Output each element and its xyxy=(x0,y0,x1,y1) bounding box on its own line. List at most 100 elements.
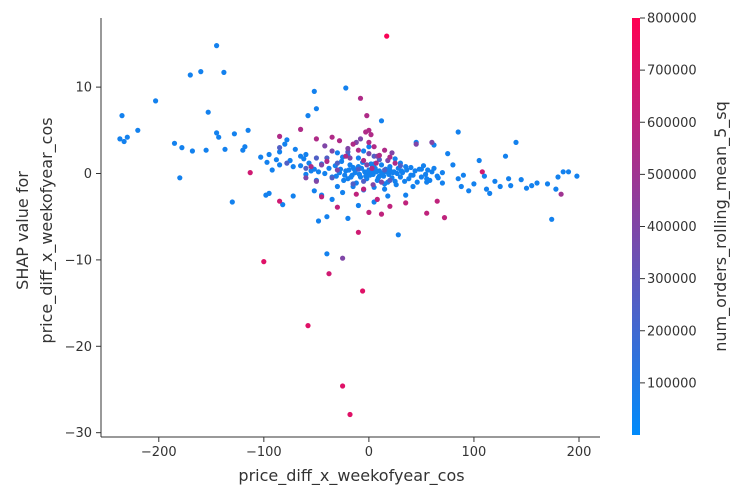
data-point xyxy=(378,179,385,185)
data-point xyxy=(439,180,445,186)
y-tick-label: 0 xyxy=(84,167,92,182)
data-point xyxy=(353,191,359,197)
data-point xyxy=(345,215,351,221)
data-point xyxy=(481,173,487,179)
data-point xyxy=(549,216,555,222)
data-point xyxy=(366,151,372,157)
data-point xyxy=(387,203,393,209)
data-point xyxy=(303,175,309,181)
data-point xyxy=(203,147,209,153)
data-point xyxy=(277,162,283,168)
data-point xyxy=(458,183,464,190)
data-point xyxy=(324,251,330,257)
data-point xyxy=(308,164,314,170)
data-point xyxy=(135,127,141,133)
colorbar-tick-label: 100000 xyxy=(647,376,697,391)
data-point xyxy=(363,173,369,179)
data-point xyxy=(329,175,335,181)
x-axis-title: price_diff_x_weekofyear_cos xyxy=(238,466,464,486)
data-point xyxy=(313,106,319,112)
data-point xyxy=(284,137,290,143)
data-point xyxy=(324,214,330,220)
data-point xyxy=(476,157,482,164)
data-point xyxy=(413,141,419,147)
data-point xyxy=(397,174,403,180)
data-point xyxy=(431,165,437,171)
data-point xyxy=(177,175,183,181)
data-point xyxy=(258,154,264,160)
data-point xyxy=(347,411,353,418)
colorbar-ticks: 100000 200000 300000 400000 500000 600000 7000… xyxy=(640,12,697,391)
data-point xyxy=(497,183,503,190)
data-point xyxy=(242,144,248,150)
x-tick-label: 0 xyxy=(365,445,373,460)
data-point xyxy=(375,175,381,181)
data-point xyxy=(303,151,309,158)
data-point xyxy=(357,136,364,142)
data-point xyxy=(508,183,514,189)
colorbar-tick-label: 600000 xyxy=(647,116,697,131)
data-point xyxy=(361,148,367,154)
data-point xyxy=(341,177,347,183)
data-point xyxy=(423,171,429,177)
data-point xyxy=(322,170,328,177)
data-point xyxy=(502,153,509,159)
data-point xyxy=(479,169,485,175)
data-point xyxy=(352,170,358,176)
data-point xyxy=(355,147,361,153)
data-point xyxy=(406,176,412,182)
colorbar-title: num_orders_rolling_mean_5_sq xyxy=(711,101,731,352)
data-point xyxy=(348,174,354,180)
data-point xyxy=(356,171,362,177)
y-axis-title-line-2: price_diff_x_weekofyear_cos xyxy=(37,117,57,343)
data-point xyxy=(441,215,448,221)
colorbar-tick-label: 400000 xyxy=(647,220,697,235)
data-point xyxy=(231,131,237,137)
data-point xyxy=(261,259,267,265)
data-point xyxy=(445,151,451,157)
data-point xyxy=(544,181,551,187)
y-axis-title: SHAP value for price_diff_x_weekofyear_c… xyxy=(13,117,57,343)
data-point xyxy=(420,163,427,169)
data-point xyxy=(340,255,346,261)
data-point xyxy=(347,162,353,168)
data-point xyxy=(523,185,530,191)
data-point xyxy=(518,177,524,183)
data-point xyxy=(319,162,325,168)
data-point xyxy=(374,196,380,202)
data-point xyxy=(324,158,330,164)
colorbar-tick-label: 800000 xyxy=(647,12,697,27)
data-point xyxy=(342,172,348,178)
data-point xyxy=(189,148,195,154)
data-point xyxy=(264,159,270,165)
data-point xyxy=(392,160,398,166)
data-point xyxy=(350,141,356,147)
data-point xyxy=(410,172,416,178)
data-point xyxy=(565,169,572,175)
data-point xyxy=(284,160,290,166)
data-point xyxy=(389,150,395,156)
data-point xyxy=(315,169,322,175)
data-point xyxy=(471,181,477,187)
data-point xyxy=(345,145,351,152)
data-point xyxy=(343,85,349,91)
y-tick-label: −20 xyxy=(65,340,92,355)
data-point xyxy=(303,165,309,171)
data-point xyxy=(403,192,409,198)
data-point xyxy=(333,173,339,179)
data-point xyxy=(311,188,317,194)
data-point xyxy=(434,198,440,204)
data-point xyxy=(221,69,227,75)
data-point xyxy=(387,177,393,183)
data-point xyxy=(403,200,409,206)
data-point xyxy=(555,174,561,180)
data-point xyxy=(198,69,204,75)
data-point xyxy=(290,193,296,199)
x-tick-label: 200 xyxy=(567,445,592,460)
data-point xyxy=(355,155,361,161)
data-point xyxy=(266,151,272,158)
data-point xyxy=(313,178,319,184)
data-point xyxy=(397,163,403,169)
data-point xyxy=(395,232,401,238)
data-point xyxy=(390,170,396,176)
